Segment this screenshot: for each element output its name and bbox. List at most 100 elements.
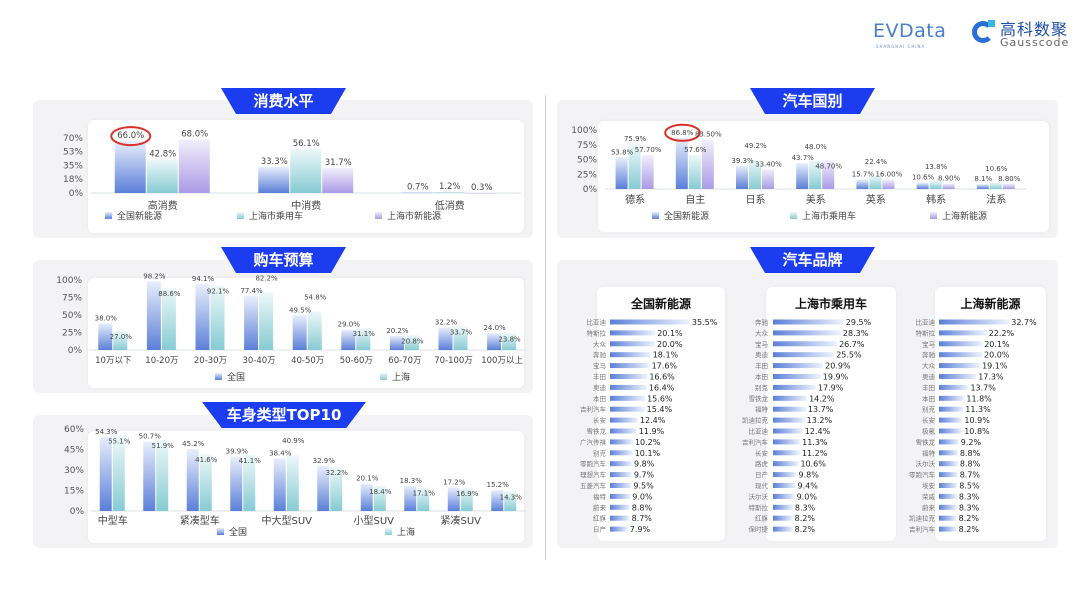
section-divider bbox=[545, 95, 546, 560]
bar-value-label: 33.40% bbox=[755, 160, 782, 168]
bar-value-label: 20.1% bbox=[356, 475, 379, 483]
brand-name: 零跑汽车 bbox=[580, 459, 607, 468]
bar-value-label: 57.6% bbox=[684, 146, 707, 154]
category-label: 40-50万 bbox=[291, 356, 324, 366]
brand-list-title: 上海新能源 bbox=[960, 297, 1021, 311]
category-label: 小型SUV bbox=[353, 514, 394, 527]
brand-value-label: 9.7% bbox=[634, 471, 655, 480]
brand-value-label: 11.2% bbox=[802, 449, 828, 458]
brand-bar bbox=[773, 493, 795, 499]
brand-bar bbox=[773, 439, 801, 445]
brand-name: 大众 bbox=[593, 339, 607, 348]
brand-name: 丰田 bbox=[922, 383, 935, 392]
brand-bar bbox=[939, 483, 958, 488]
brand-value-label: 13.2% bbox=[807, 416, 833, 425]
brand-value-label: 20.1% bbox=[657, 329, 683, 338]
bar-value-label: 8.90% bbox=[938, 175, 961, 183]
bar bbox=[856, 179, 869, 189]
bar bbox=[916, 182, 929, 189]
y-tick-label: 70% bbox=[63, 134, 83, 144]
legend-swatch bbox=[105, 212, 112, 219]
brand-title: 汽车品牌 bbox=[750, 247, 875, 273]
brand-value-label: 35.5% bbox=[692, 318, 718, 327]
brand-bar bbox=[939, 526, 957, 532]
bar bbox=[230, 456, 243, 511]
bar-value-label: 22.4% bbox=[865, 158, 888, 166]
brand-name: 凯迪拉克 bbox=[909, 514, 936, 523]
category-label: 低消费 bbox=[435, 199, 465, 212]
gausscode-logo-icon bbox=[972, 20, 995, 43]
brand-value-label: 8.7% bbox=[632, 514, 653, 523]
brand-value-label: 10.8% bbox=[964, 427, 990, 436]
legend-swatch bbox=[375, 212, 382, 219]
body-type-title: 车身类型TOP10 bbox=[202, 402, 366, 428]
bar-value-label: 50.7% bbox=[139, 433, 162, 441]
brand-bar bbox=[610, 428, 637, 434]
brand-value-label: 12.4% bbox=[640, 416, 666, 425]
bar bbox=[417, 487, 430, 511]
legend-swatch bbox=[237, 212, 244, 219]
brand-name: 大众 bbox=[922, 361, 936, 370]
bar-value-label: 56.1% bbox=[293, 139, 320, 149]
brand-bar bbox=[773, 352, 835, 358]
brand-value-label: 9.5% bbox=[633, 482, 654, 491]
bar-value-label: 15.7% bbox=[852, 171, 875, 179]
brand-name: 沃尔沃 bbox=[916, 459, 936, 468]
brand-name: 长安 bbox=[922, 416, 936, 425]
bar bbox=[210, 285, 225, 350]
bar bbox=[307, 311, 322, 350]
brand-value-label: 8.5% bbox=[959, 482, 980, 491]
brand-bar bbox=[939, 363, 981, 369]
brand-name: 特斯拉 bbox=[916, 328, 936, 337]
brand-bar bbox=[939, 406, 964, 412]
brand-bar bbox=[773, 330, 841, 336]
bar bbox=[869, 175, 882, 189]
brand-bar bbox=[610, 395, 646, 401]
bar-value-label: 8.1% bbox=[974, 175, 992, 183]
brand-bar bbox=[773, 384, 816, 390]
brand-name: 奔驰 bbox=[922, 350, 936, 359]
bar bbox=[447, 487, 460, 511]
brand-bar bbox=[773, 515, 793, 521]
brand-name: 吉利汽车 bbox=[742, 437, 769, 446]
category-label: 100万以上 bbox=[481, 356, 523, 366]
brand-name: 本田 bbox=[755, 372, 768, 381]
legend-label: 上海 bbox=[397, 526, 415, 538]
brand-name: 极氪 bbox=[922, 427, 936, 436]
brand-value-label: 8.2% bbox=[959, 525, 980, 534]
brand-name: 宝马 bbox=[755, 339, 768, 348]
brand-value-label: 10.1% bbox=[635, 449, 661, 458]
brand-value-label: 11.3% bbox=[802, 438, 828, 447]
bar-value-label: 31.1% bbox=[353, 330, 376, 338]
brand-name: 本田 bbox=[922, 394, 935, 403]
category-label: 20-30万 bbox=[194, 356, 227, 366]
bar bbox=[809, 160, 822, 189]
bar-value-label: 77.4% bbox=[240, 287, 263, 295]
brand-value-label: 11.9% bbox=[639, 427, 665, 436]
brand-bar bbox=[610, 384, 647, 390]
bar-value-label: 42.8% bbox=[149, 149, 176, 159]
brand-bar bbox=[939, 461, 958, 467]
bar-value-label: 75.9% bbox=[624, 135, 647, 143]
brand-bar bbox=[939, 352, 982, 358]
brand-name: 奥迪 bbox=[755, 350, 769, 359]
brand-bar bbox=[939, 472, 958, 478]
brand-list-title: 全国新能源 bbox=[630, 297, 691, 311]
bar-value-label: 18.4% bbox=[369, 488, 392, 496]
brand-bar bbox=[773, 417, 805, 423]
bar bbox=[504, 491, 517, 511]
bar-value-label: 1.2% bbox=[439, 182, 461, 192]
brand-value-label: 12.4% bbox=[805, 427, 831, 436]
bar bbox=[273, 458, 286, 511]
brand-bar bbox=[773, 374, 821, 379]
bar-value-label: 18.3% bbox=[400, 477, 423, 485]
brand-value-label: 8.2% bbox=[959, 514, 980, 523]
bar bbox=[628, 144, 641, 189]
bar bbox=[701, 139, 714, 189]
bar-value-label: 16.00% bbox=[876, 171, 903, 179]
bar bbox=[112, 435, 125, 511]
y-tick-label: 100% bbox=[571, 126, 597, 136]
brand-name: 别克 bbox=[755, 383, 769, 392]
brand-name: 吉利汽车 bbox=[909, 525, 936, 534]
brand-value-label: 18.1% bbox=[653, 351, 679, 360]
